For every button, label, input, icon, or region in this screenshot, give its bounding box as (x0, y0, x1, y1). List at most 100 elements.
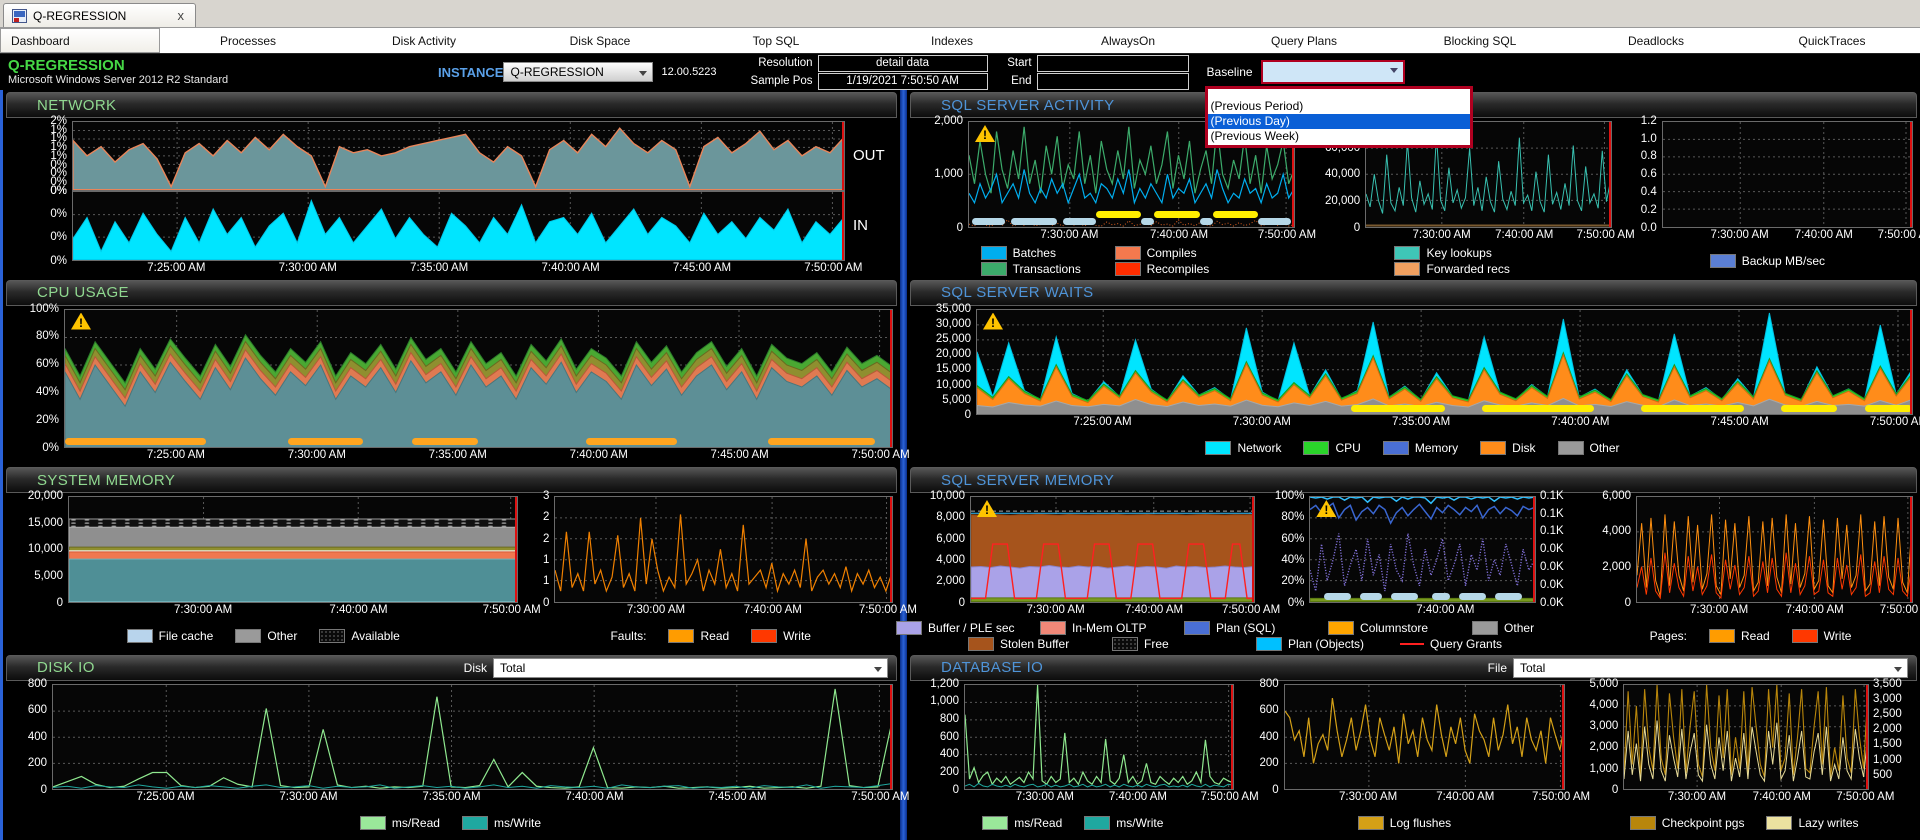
legend-item: Write (751, 629, 811, 643)
menu-item-dashboard[interactable]: Dashboard (0, 28, 160, 53)
baseline-range-pill (1865, 405, 1912, 412)
baseline-option[interactable]: (Previous Period) (1208, 99, 1470, 114)
activity-legend-block: Backup MB/sec (1622, 254, 1913, 268)
legend-row: Key lookups (1394, 246, 1522, 260)
sysmem-g1-plot (68, 496, 518, 603)
start-label: Start (998, 57, 1032, 69)
baseline-range-pill (972, 218, 1005, 225)
menu-item-quicktraces[interactable]: QuickTraces (1744, 28, 1920, 53)
window-tab[interactable]: Q-REGRESSION x (3, 3, 196, 27)
legend-item: Read (668, 629, 729, 643)
menu-item-indexes[interactable]: Indexes (864, 28, 1040, 53)
legend-swatch-hatch (319, 629, 345, 643)
legend-swatch (462, 816, 488, 830)
menu-item-disk-activity[interactable]: Disk Activity (336, 28, 512, 53)
current-time-cursor (1910, 122, 1912, 227)
legend-swatch (1205, 441, 1231, 455)
panel-title: CPU USAGE (37, 284, 129, 301)
menu-item-query-plans[interactable]: Query Plans (1216, 28, 1392, 53)
baseline-option[interactable]: (Previous Day) (1208, 114, 1470, 129)
legend-item: Read (1709, 629, 1770, 643)
instance-header: Q-REGRESSION Microsoft Windows Server 20… (0, 54, 1920, 90)
end-input[interactable] (1037, 73, 1189, 90)
network-g1-plot (72, 121, 845, 191)
baseline-select[interactable] (1261, 60, 1405, 84)
menu-item-processes[interactable]: Processes (160, 28, 336, 53)
dbio-filter-select[interactable]: Total (1513, 658, 1908, 678)
baseline-range-pill (1141, 218, 1154, 225)
tab-close-icon[interactable]: x (175, 9, 188, 22)
start-input[interactable] (1037, 55, 1189, 72)
panel-header-waits: SQL SERVER WAITS (910, 280, 1917, 306)
legend-swatch (1303, 441, 1329, 455)
legend-item: Free (1112, 637, 1234, 651)
legend-item: Key lookups (1394, 246, 1522, 260)
current-time-cursor (890, 310, 892, 448)
legend-swatch (1040, 621, 1066, 635)
legend-item: Plan (SQL) (1184, 621, 1306, 635)
column-divider[interactable] (900, 90, 907, 840)
diskio-filter-select[interactable]: Total (493, 658, 888, 678)
instance-id-block: Q-REGRESSION Microsoft Windows Server 20… (8, 57, 438, 87)
sqlmem-g3-plot (1636, 496, 1913, 603)
menu-item-disk-space[interactable]: Disk Space (512, 28, 688, 53)
menu-item-top-sql[interactable]: Top SQL (688, 28, 864, 53)
legend-swatch (1084, 816, 1110, 830)
legend-swatch (235, 629, 261, 643)
legend-swatch (1184, 621, 1210, 635)
instance-select[interactable]: Q-REGRESSION (503, 62, 653, 82)
baseline-range-pill (65, 438, 206, 445)
current-time-cursor (842, 192, 844, 260)
baseline-range-pill (586, 438, 677, 445)
menu-item-blocking-sql[interactable]: Blocking SQL (1392, 28, 1568, 53)
menu-item-alwayson[interactable]: AlwaysOn (1040, 28, 1216, 53)
legend-item: Columnstore (1328, 621, 1450, 635)
legend-item: CPU (1303, 441, 1360, 455)
legend-swatch (1630, 816, 1656, 830)
legend-swatch (1394, 262, 1420, 276)
panel-title: SQL SERVER WAITS (941, 284, 1094, 301)
resolution-field: detail data (818, 55, 988, 72)
legend-item: Other (235, 629, 297, 643)
menu-item-deadlocks[interactable]: Deadlocks (1568, 28, 1744, 53)
baseline-option[interactable]: (Previous Week) (1208, 129, 1470, 144)
baseline-range-pill (1360, 593, 1382, 600)
legend-item: Available (319, 629, 399, 643)
sqlmem-g2-plot: ! (1309, 496, 1536, 603)
